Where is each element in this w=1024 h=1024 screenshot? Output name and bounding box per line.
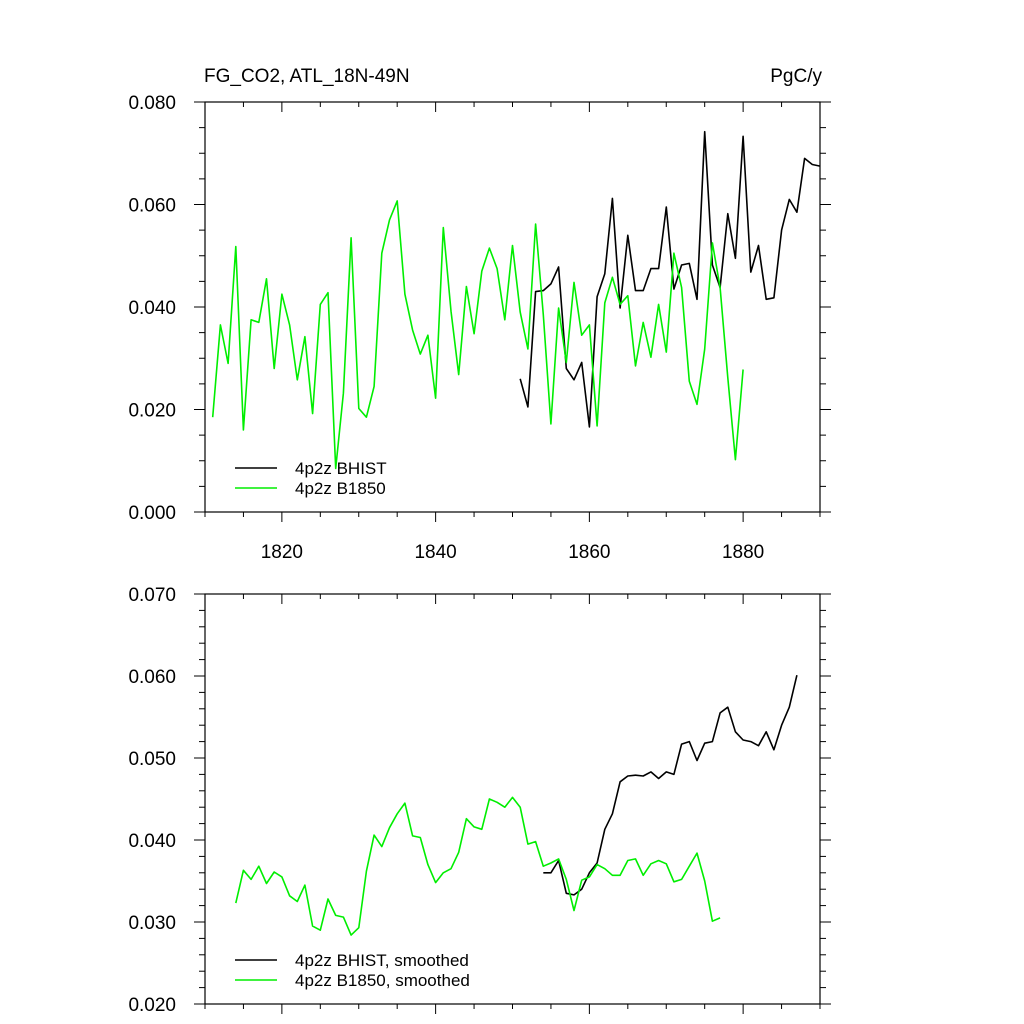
y-tick-label: 0.050 (128, 749, 176, 770)
y-tick-label: 0.040 (128, 831, 176, 852)
series-line-b1850 (235, 796, 721, 936)
y-tick-label: 0.040 (128, 298, 176, 319)
top-chart-title: FG_CO2, ATL_18N-49N (204, 66, 410, 87)
x-tick-label: 1880 (722, 542, 764, 563)
x-tick-label: 1840 (414, 542, 456, 563)
legend-label: 4p2z B1850 (295, 479, 386, 498)
series-line-b1850 (211, 200, 744, 470)
plot-frame (204, 101, 821, 513)
x-tick-label: 1820 (261, 542, 303, 563)
top-chart-panel: FG_CO2, ATL_18N-49N PgC/y 1820 1840 1860 18… (128, 66, 831, 563)
y-tick-label: 0.070 (128, 585, 176, 606)
legend-label: 4p2z BHIST, smoothed (295, 951, 469, 970)
y-tick-label: 0.030 (128, 913, 176, 934)
series-line-bhist (543, 675, 798, 896)
x-tick-label: 1860 (568, 542, 610, 563)
series-line-bhist (519, 130, 821, 428)
y-tick-label: 0.080 (128, 93, 176, 114)
top-chart-units: PgC/y (770, 66, 822, 87)
legend-label: 4p2z B1850, smoothed (295, 971, 470, 990)
y-tick-label: 0.060 (128, 667, 176, 688)
y-tick-label: 0.000 (128, 503, 176, 524)
y-tick-label: 0.020 (128, 995, 176, 1016)
plot-frame (204, 593, 821, 1005)
y-tick-label: 0.020 (128, 401, 176, 422)
y-tick-label: 0.060 (128, 196, 176, 217)
bottom-chart-panel: 0.020 0.030 0.040 0.050 0.060 0.070 4p2z BHIST… (128, 585, 831, 1016)
legend-label: 4p2z BHIST (295, 459, 387, 478)
